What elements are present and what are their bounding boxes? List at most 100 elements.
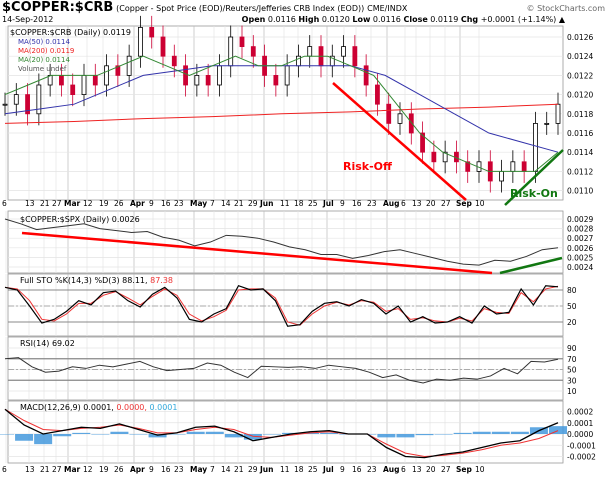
x-tick-label: 23 — [367, 465, 377, 474]
candle-body — [36, 84, 42, 115]
candle-body — [510, 161, 516, 172]
x-tick-label: 10 — [475, 199, 485, 208]
x-tick-label: 7 — [210, 465, 215, 474]
x-tick-label: Jul — [322, 465, 334, 474]
spx-ratio-line — [4, 218, 559, 266]
x-tick-label: 26 — [114, 465, 124, 474]
x-tick-label: 9 — [340, 465, 345, 474]
risk-off-label: Risk-Off — [343, 160, 392, 173]
x-tick-label: 16 — [352, 199, 362, 208]
candle-body — [555, 103, 561, 124]
x-tick-label: 19 — [99, 465, 109, 474]
panel-frame — [7, 25, 564, 201]
candle-body — [363, 65, 369, 86]
candle-body — [13, 94, 19, 105]
chart-date: 14-Sep-2012 — [2, 15, 54, 24]
candle-body — [352, 46, 358, 67]
y-tick-label: 20 — [567, 318, 577, 327]
x-tick-label: 21 — [234, 199, 244, 208]
candle-body — [217, 65, 222, 86]
macd-histogram-bar — [491, 431, 510, 434]
x-tick-label: 26 — [114, 199, 124, 208]
candle-body — [70, 84, 76, 95]
candle-body — [420, 132, 425, 153]
x-tick-label: 27 — [52, 465, 62, 474]
y-tick-label: 0.0110 — [567, 187, 593, 196]
x-tick-label: Jun — [259, 199, 273, 208]
x-tick-label: 6 — [401, 199, 406, 208]
x-tick-label: 27 — [441, 465, 451, 474]
y-tick-label: 0.0122 — [567, 71, 593, 80]
legend-rsi: RSI(14) 69.02 — [20, 339, 75, 348]
x-tick-label: 18 — [294, 465, 304, 474]
x-tick-label: 13 — [25, 465, 35, 474]
risk-on-label: Risk-On — [510, 187, 558, 200]
x-tick-label: 25 — [308, 465, 318, 474]
candle-body — [375, 84, 380, 105]
x-tick-label: 10 — [475, 465, 485, 474]
macd-histogram-bar — [72, 432, 91, 434]
macd-histogram-bar — [472, 431, 491, 434]
legend-ma50: MA(50) 0.0114 — [18, 38, 70, 46]
x-tick-label: 29 — [248, 465, 258, 474]
x-tick-label: 9 — [340, 199, 345, 208]
candle-body — [533, 123, 538, 172]
x-tick-label: Aug — [383, 465, 400, 474]
candle-body — [341, 46, 346, 57]
x-tick-label: 25 — [308, 199, 318, 208]
y-tick-label: 0.0112 — [567, 167, 593, 176]
y-tick-label: 0.0028 — [567, 225, 593, 234]
x-tick-label: 23 — [174, 199, 184, 208]
macd-histogram-bar — [15, 434, 34, 441]
y-tick-label: 80 — [567, 286, 577, 295]
candle-body — [194, 75, 200, 86]
x-tick-label: 12 — [83, 465, 93, 474]
macd-histogram-bar — [377, 434, 396, 438]
candle-body — [183, 65, 188, 86]
candle-body — [408, 113, 414, 134]
macd-histogram-bar — [129, 434, 148, 435]
candle-body — [239, 36, 245, 47]
candle-body — [149, 26, 155, 38]
macd-histogram-bar — [224, 434, 243, 438]
legend-ma200: MA(200) 0.0119 — [18, 47, 74, 55]
x-tick-label: 11 — [280, 199, 290, 208]
spx-uptrend-line — [499, 256, 563, 275]
candle-body — [138, 26, 143, 57]
x-tick-label: May — [190, 199, 207, 208]
x-tick-label: Sep — [456, 199, 472, 208]
legend-price: $COPPER:$CRB (Daily) 0.0119 — [10, 28, 131, 37]
x-tick-label: 9 — [149, 465, 154, 474]
x-tick-label: Aug — [383, 199, 400, 208]
legend-spx: $COPPER:$SPX (Daily) 0.0026 — [20, 215, 140, 224]
macd-histogram-bar — [205, 431, 224, 434]
candle-body — [307, 46, 313, 57]
y-tick-label: 0.0124 — [567, 52, 593, 61]
macd-line — [4, 408, 559, 459]
y-tick-label: 0.0027 — [567, 234, 593, 243]
candle-body — [273, 75, 279, 86]
x-tick-label: 27 — [441, 199, 451, 208]
legend-sto: Full STO %K(14,3) %D(3) 88.11, 87.38 — [20, 276, 173, 285]
x-tick-label: 12 — [83, 199, 93, 208]
candle-body — [59, 75, 64, 86]
rsi-line — [4, 357, 559, 384]
x-tick-label: May — [190, 465, 207, 474]
y-tick-label: -0.0002 — [567, 453, 596, 462]
candle-body — [81, 75, 87, 96]
y-tick-label: 10 — [567, 387, 577, 396]
macd-histogram-bar — [453, 432, 472, 434]
candle-body — [250, 46, 256, 57]
x-tick-label: 6 — [2, 465, 7, 474]
x-tick-label: 13 — [25, 199, 35, 208]
candle-body — [92, 75, 98, 86]
x-tick-label: 21 — [40, 199, 50, 208]
x-tick-label: Jun — [259, 465, 273, 474]
candle-body — [228, 36, 234, 67]
macd-histogram-bar — [262, 434, 281, 435]
candle-body — [442, 151, 448, 163]
candle-body — [2, 103, 8, 106]
ma20-line — [4, 55, 559, 172]
